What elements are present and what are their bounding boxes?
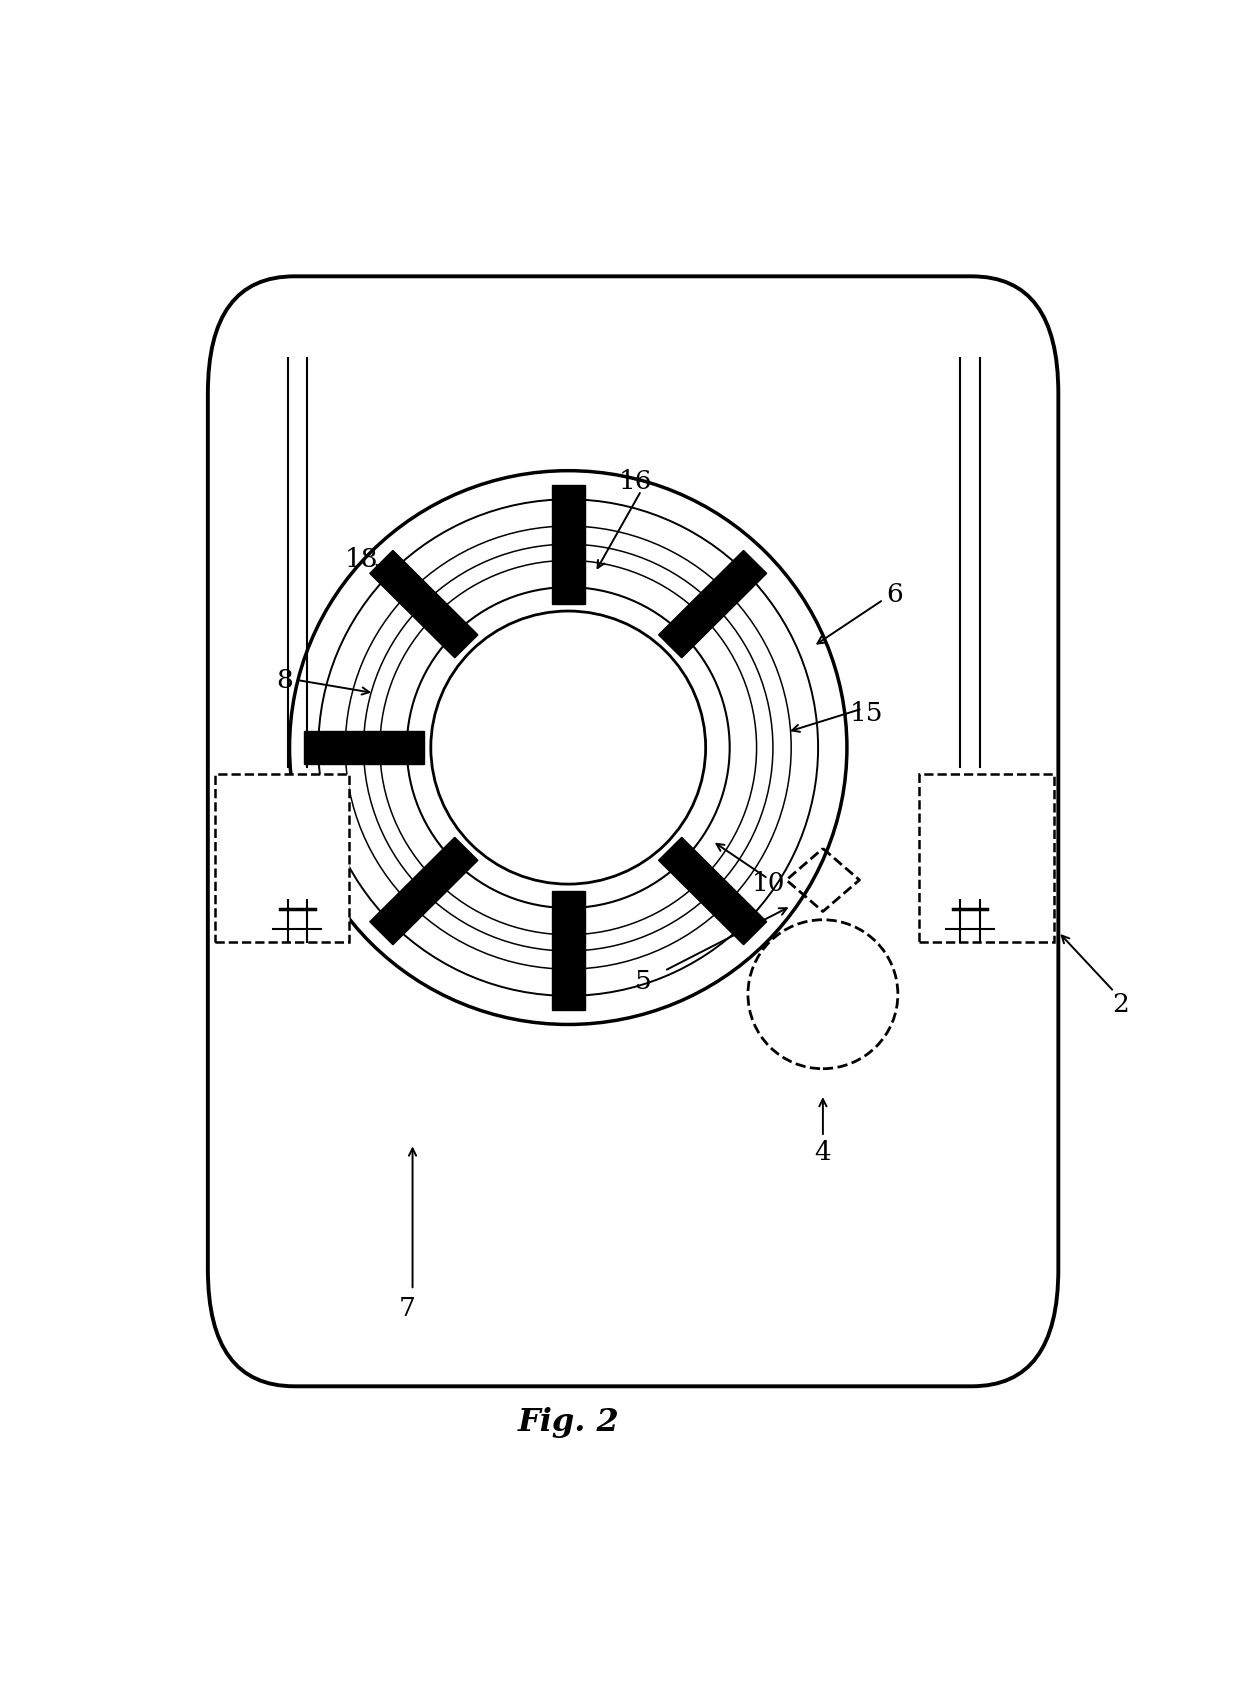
FancyBboxPatch shape [208, 277, 1059, 1386]
Text: 16: 16 [619, 469, 652, 494]
Polygon shape [658, 550, 766, 658]
Text: 8: 8 [277, 668, 293, 693]
Text: 6: 6 [887, 582, 904, 607]
Text: 15: 15 [849, 701, 883, 727]
FancyBboxPatch shape [919, 774, 1054, 942]
Text: Fig. 2: Fig. 2 [517, 1408, 619, 1438]
Ellipse shape [748, 921, 898, 1069]
Text: 4: 4 [815, 1140, 831, 1165]
Polygon shape [304, 732, 424, 764]
Text: 10: 10 [751, 872, 785, 897]
Text: 7: 7 [398, 1297, 415, 1320]
Polygon shape [370, 550, 477, 658]
FancyBboxPatch shape [215, 774, 350, 942]
Polygon shape [370, 838, 477, 944]
Polygon shape [658, 838, 766, 944]
Polygon shape [552, 890, 584, 1010]
Text: 18: 18 [345, 546, 378, 572]
Polygon shape [552, 486, 584, 604]
Text: 2: 2 [1112, 991, 1130, 1017]
Text: 5: 5 [635, 969, 651, 993]
